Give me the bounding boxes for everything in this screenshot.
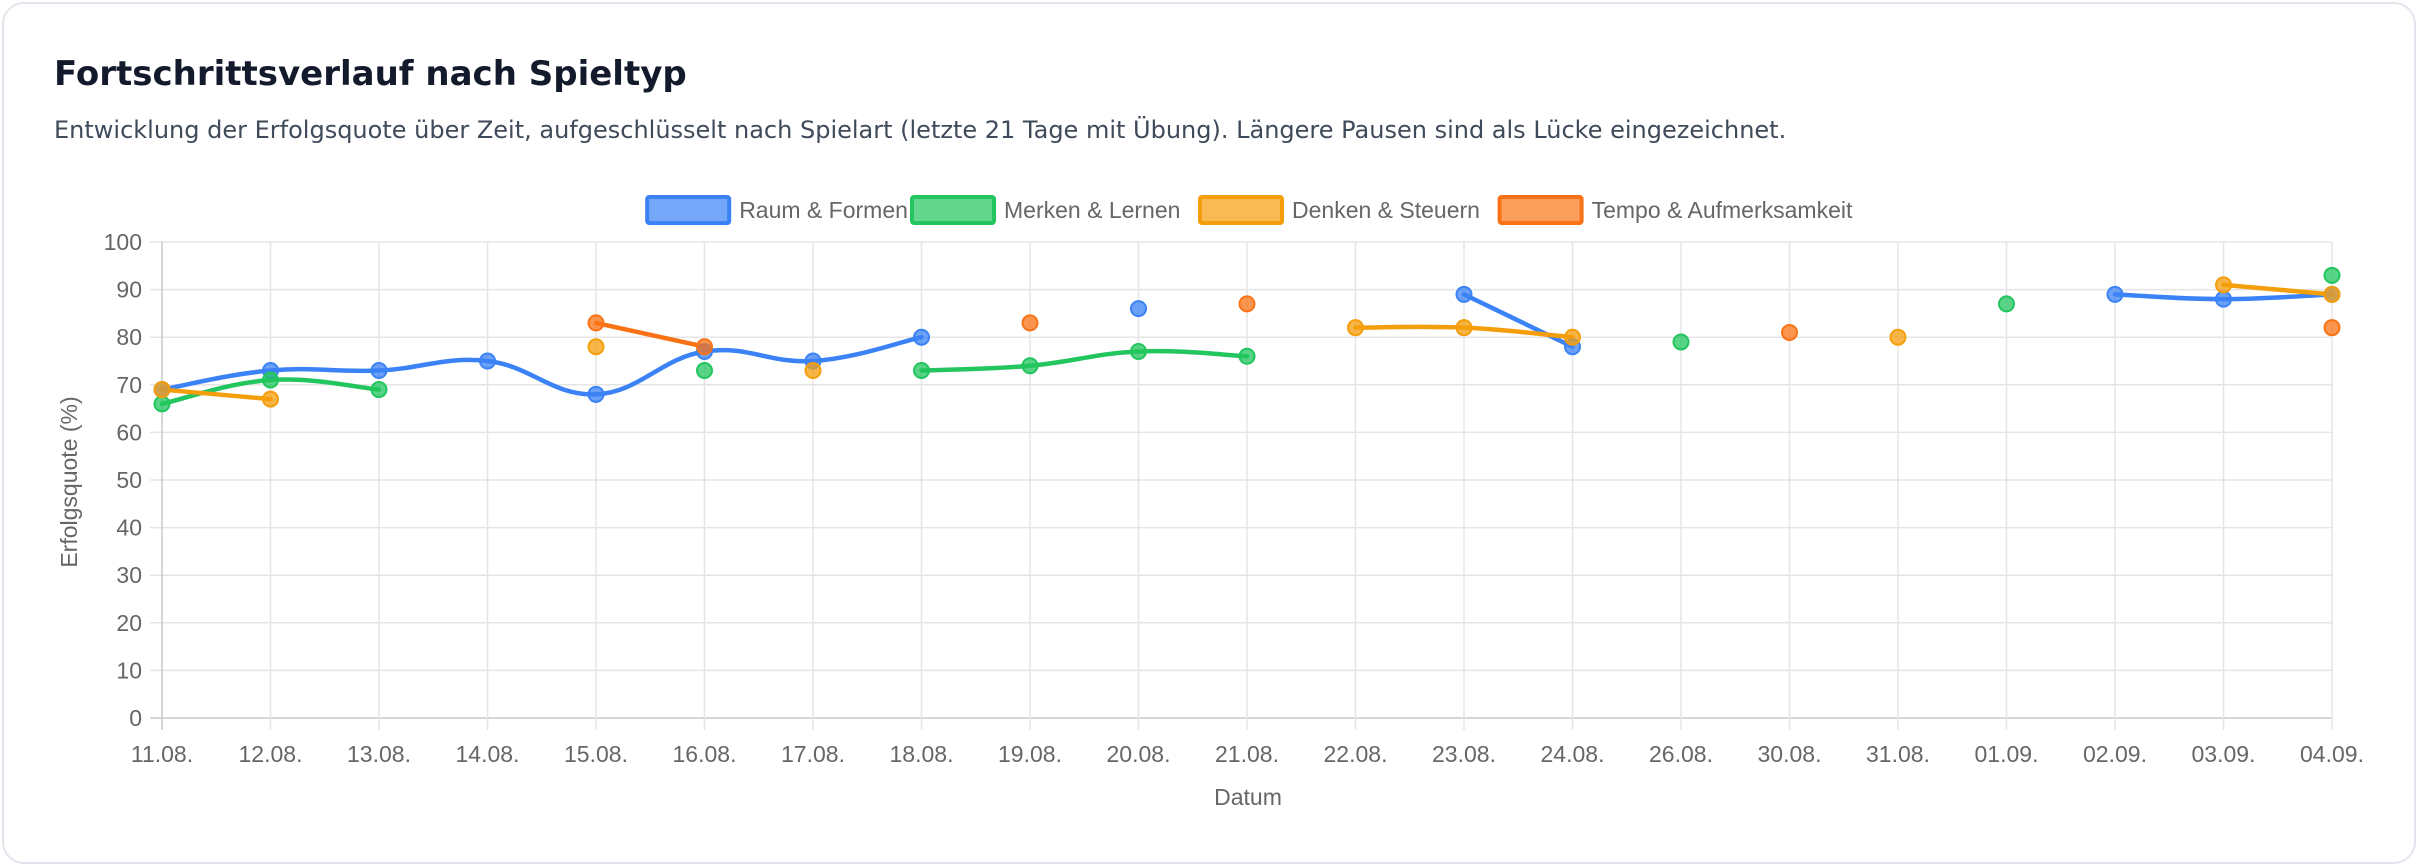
data-point-tempo-aufmerksamkeit[interactable] [1021, 314, 1039, 332]
y-tick-label: 50 [116, 467, 142, 493]
data-point-denken-steuern[interactable] [1564, 328, 1581, 346]
data-point-tempo-aufmerksamkeit[interactable] [587, 314, 605, 332]
legend[interactable]: Raum & Formen Merken & Lernen Denken & Ste… [645, 195, 1853, 225]
series-line-tempo-aufmerksamkeit [593, 320, 707, 349]
data-point-tempo-aufmerksamkeit[interactable] [696, 338, 713, 356]
data-point-raum-formen[interactable] [1130, 300, 1147, 318]
x-tick-label: 12.08. [239, 741, 303, 767]
data-point-raum-formen[interactable] [913, 328, 930, 346]
card-subtitle: Entwicklung der Erfolgsquote über Zeit, … [54, 116, 1787, 144]
data-point-tempo-aufmerksamkeit[interactable] [2323, 319, 2341, 337]
axes: 0 10 20 30 40 50 60 70 80 90 100 11.08. 12.08. 13.08.… [104, 229, 2364, 767]
y-tick-label: 20 [116, 610, 142, 636]
data-point-merken-lernen[interactable] [262, 371, 279, 389]
data-point-merken-lernen[interactable] [370, 381, 388, 399]
data-point-merken-lernen[interactable] [913, 362, 930, 380]
data-point-denken-steuern[interactable] [1889, 328, 1907, 346]
card-title: Fortschrittsverlauf nach Spieltyp [54, 54, 687, 94]
data-point-merken-lernen[interactable] [1021, 357, 1039, 375]
x-tick-label: 30.08. [1758, 741, 1822, 767]
data-point-denken-steuern[interactable] [153, 381, 171, 399]
x-tick-label: 18.08. [890, 741, 954, 767]
y-tick-label: 30 [116, 562, 142, 588]
data-point-tempo-aufmerksamkeit[interactable] [1238, 295, 1256, 313]
y-tick-label: 100 [104, 229, 142, 255]
legend-item-merken-lernen[interactable]: Merken & Lernen [910, 195, 1180, 225]
x-tick-label: 01.09. [1975, 741, 2039, 767]
y-tick-label: 10 [116, 657, 142, 683]
y-tick-label: 90 [116, 277, 142, 303]
x-tick-label: 22.08. [1324, 741, 1388, 767]
x-tick-label: 26.08. [1649, 741, 1713, 767]
x-tick-label: 04.09. [2300, 741, 2364, 767]
data-point-merken-lernen[interactable] [2323, 266, 2341, 284]
data-point-denken-steuern[interactable] [1455, 319, 1473, 337]
x-axis-title: Datum [1214, 784, 1282, 810]
series-line-raum-formen [1461, 292, 1575, 349]
legend-label: Tempo & Aufmerksamkeit [1592, 197, 1853, 223]
data-point-tempo-aufmerksamkeit[interactable] [1781, 323, 1798, 341]
x-tick-label: 24.08. [1541, 741, 1605, 767]
legend-item-denken-steuern[interactable]: Denken & Steuern [1198, 195, 1480, 225]
data-point-merken-lernen[interactable] [153, 395, 171, 413]
y-tick-label: 40 [116, 515, 142, 541]
x-tick-label: 13.08. [347, 741, 411, 767]
data-point-merken-lernen[interactable] [1998, 295, 2015, 313]
data-point-denken-steuern[interactable] [2215, 276, 2232, 294]
legend-swatch [1497, 195, 1584, 225]
legend-swatch [910, 195, 996, 225]
data-point-merken-lernen[interactable] [1238, 347, 1256, 365]
x-tick-label: 15.08. [564, 741, 628, 767]
x-tick-label: 19.08. [998, 741, 1062, 767]
x-tick-label: 31.08. [1866, 741, 1930, 767]
data-point-raum-formen[interactable] [479, 352, 496, 370]
data-point-denken-steuern[interactable] [804, 362, 822, 380]
x-tick-label: 23.08. [1432, 741, 1496, 767]
data-point-denken-steuern[interactable] [587, 338, 605, 356]
legend-item-tempo-aufmerksamkeit[interactable]: Tempo & Aufmerksamkeit [1497, 195, 1853, 225]
x-tick-label: 16.08. [673, 741, 737, 767]
data-point-denken-steuern[interactable] [1347, 319, 1364, 337]
data-point-merken-lernen[interactable] [1130, 342, 1147, 360]
y-tick-label: 60 [116, 419, 142, 445]
legend-swatch [1198, 195, 1284, 225]
data-point-raum-formen[interactable] [587, 385, 605, 403]
series-line-merken-lernen [919, 348, 1250, 373]
x-tick-label: 03.09. [2192, 741, 2256, 767]
x-tick-label: 20.08. [1107, 741, 1171, 767]
data-point-raum-formen[interactable] [2215, 290, 2232, 308]
x-tick-label: 21.08. [1215, 741, 1279, 767]
y-tick-label: 0 [129, 705, 142, 731]
legend-label: Denken & Steuern [1292, 197, 1480, 223]
data-point-denken-steuern[interactable] [2323, 285, 2341, 303]
legend-swatch [645, 195, 732, 225]
x-tick-label: 02.09. [2083, 741, 2147, 767]
data-point-merken-lernen[interactable] [696, 362, 713, 380]
legend-label: Raum & Formen [739, 197, 908, 223]
data-point-denken-steuern[interactable] [262, 390, 279, 408]
legend-label: Merken & Lernen [1004, 197, 1180, 223]
data-point-raum-formen[interactable] [370, 362, 388, 380]
x-tick-label: 17.08. [781, 741, 845, 767]
x-tick-label: 11.08. [131, 741, 193, 767]
x-tick-label: 14.08. [456, 741, 520, 767]
data-point-merken-lernen[interactable] [1672, 333, 1690, 351]
series-line-raum-formen [159, 334, 924, 397]
y-tick-label: 80 [116, 324, 142, 350]
data-points [153, 266, 2341, 413]
y-tick-label: 70 [116, 372, 142, 398]
grid [150, 241, 2333, 730]
y-axis-title: Erfolgsquote (%) [56, 396, 82, 567]
data-point-raum-formen[interactable] [1455, 285, 1473, 303]
data-point-raum-formen[interactable] [2106, 285, 2124, 303]
legend-item-raum-formen[interactable]: Raum & Formen [645, 195, 908, 225]
